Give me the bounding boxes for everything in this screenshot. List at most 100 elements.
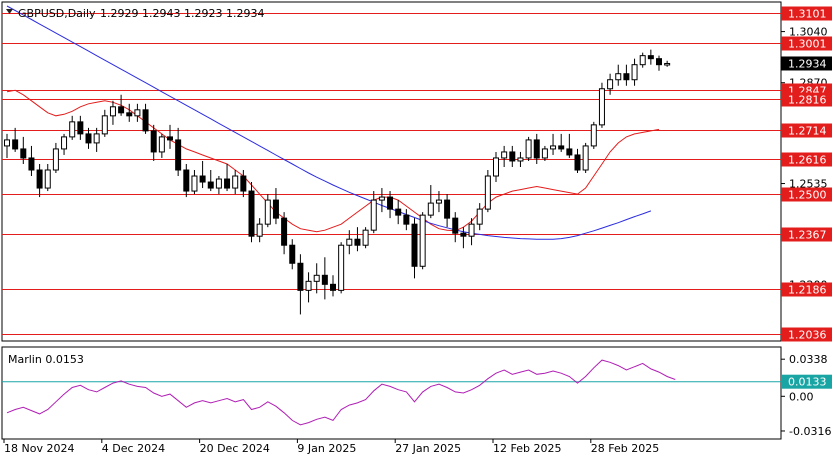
candle[interactable]: [558, 133, 565, 152]
candle[interactable]: [493, 151, 499, 183]
candle[interactable]: [191, 169, 198, 195]
candle-body-bull: [44, 169, 51, 189]
candle[interactable]: [395, 200, 402, 225]
candle[interactable]: [224, 163, 231, 192]
candle[interactable]: [631, 58, 638, 86]
candle[interactable]: [264, 194, 271, 228]
candle-body-bull: [607, 79, 614, 90]
candle[interactable]: [183, 163, 190, 198]
candle[interactable]: [297, 254, 304, 315]
candle[interactable]: [338, 242, 345, 294]
candle[interactable]: [444, 194, 451, 228]
candle[interactable]: [69, 115, 76, 140]
candle[interactable]: [378, 188, 385, 213]
ohlc-header: 1.2929 1.2943 1.2923 1.2934: [100, 7, 264, 20]
candle[interactable]: [427, 185, 434, 219]
candle-body-bull: [378, 196, 385, 201]
time-axis-label: 28 Feb 2025: [591, 442, 659, 455]
candle[interactable]: [330, 275, 336, 297]
candle[interactable]: [550, 133, 557, 155]
indicator-level-label: 0.0133: [788, 376, 827, 389]
candle-body-bull: [582, 145, 589, 171]
candle[interactable]: [501, 145, 508, 167]
candle[interactable]: [590, 121, 597, 149]
candle[interactable]: [321, 257, 328, 300]
candle[interactable]: [12, 127, 19, 152]
marlin-indicator-line[interactable]: [6, 359, 676, 426]
candle[interactable]: [207, 169, 214, 192]
candle[interactable]: [232, 169, 239, 195]
candle[interactable]: [541, 145, 548, 161]
candle[interactable]: [85, 127, 92, 149]
candle-body-bull: [493, 157, 499, 177]
candle[interactable]: [289, 239, 296, 270]
candle[interactable]: [199, 160, 206, 189]
moving-average-red-line[interactable]: [6, 89, 660, 233]
candle[interactable]: [118, 94, 125, 116]
candle[interactable]: [281, 212, 288, 255]
candle[interactable]: [61, 133, 68, 155]
candle[interactable]: [346, 230, 353, 255]
candle[interactable]: [607, 73, 614, 95]
candle[interactable]: [313, 263, 320, 294]
candle[interactable]: [101, 109, 108, 137]
candle[interactable]: [387, 191, 394, 219]
candle[interactable]: [93, 127, 100, 152]
candle[interactable]: [533, 133, 540, 164]
candle[interactable]: [36, 163, 43, 198]
candle[interactable]: [411, 218, 418, 279]
candle[interactable]: [109, 100, 116, 125]
candle[interactable]: [517, 151, 524, 167]
candle[interactable]: [150, 124, 157, 161]
candle[interactable]: [248, 182, 255, 243]
candle[interactable]: [566, 133, 573, 158]
candle[interactable]: [435, 191, 442, 213]
candle[interactable]: [354, 227, 361, 252]
candle[interactable]: [574, 148, 581, 174]
candle[interactable]: [142, 103, 149, 134]
candle[interactable]: [167, 124, 173, 149]
candle[interactable]: [370, 191, 377, 234]
main-price-panel[interactable]: [1, 1, 782, 342]
candle-body-bull: [338, 244, 345, 291]
moving-average-blue-line[interactable]: [6, 5, 652, 240]
candle[interactable]: [639, 52, 646, 68]
candle-body-bear: [167, 136, 173, 141]
candle[interactable]: [509, 145, 516, 167]
candle[interactable]: [28, 145, 35, 177]
candle[interactable]: [623, 64, 630, 86]
candle[interactable]: [525, 136, 532, 161]
candle-body-bull: [370, 199, 377, 231]
candle[interactable]: [664, 60, 671, 67]
candle[interactable]: [4, 133, 10, 158]
candle[interactable]: [256, 218, 263, 243]
candle[interactable]: [77, 115, 84, 140]
candle[interactable]: [305, 272, 312, 303]
candle[interactable]: [452, 212, 459, 243]
candle[interactable]: [126, 103, 133, 122]
candle[interactable]: [468, 218, 475, 246]
candle[interactable]: [134, 103, 141, 122]
candle[interactable]: [403, 209, 410, 231]
candle[interactable]: [44, 163, 51, 192]
candle[interactable]: [240, 169, 247, 198]
candle[interactable]: [647, 49, 654, 65]
candle[interactable]: [484, 169, 491, 213]
candle[interactable]: [52, 142, 59, 174]
candle[interactable]: [476, 203, 483, 231]
candle[interactable]: [158, 133, 165, 158]
candle[interactable]: [272, 188, 279, 225]
candle[interactable]: [362, 227, 369, 249]
marlin-indicator-panel[interactable]: [1, 346, 782, 440]
candle[interactable]: [615, 64, 622, 86]
candle[interactable]: [20, 136, 27, 164]
candle[interactable]: [656, 55, 662, 71]
candle[interactable]: [175, 127, 182, 177]
collapse-triangle-icon[interactable]: [6, 9, 13, 14]
candle[interactable]: [460, 227, 467, 249]
candle[interactable]: [215, 176, 222, 195]
candle[interactable]: [419, 212, 426, 270]
candle[interactable]: [582, 142, 589, 174]
candle[interactable]: [598, 82, 605, 128]
